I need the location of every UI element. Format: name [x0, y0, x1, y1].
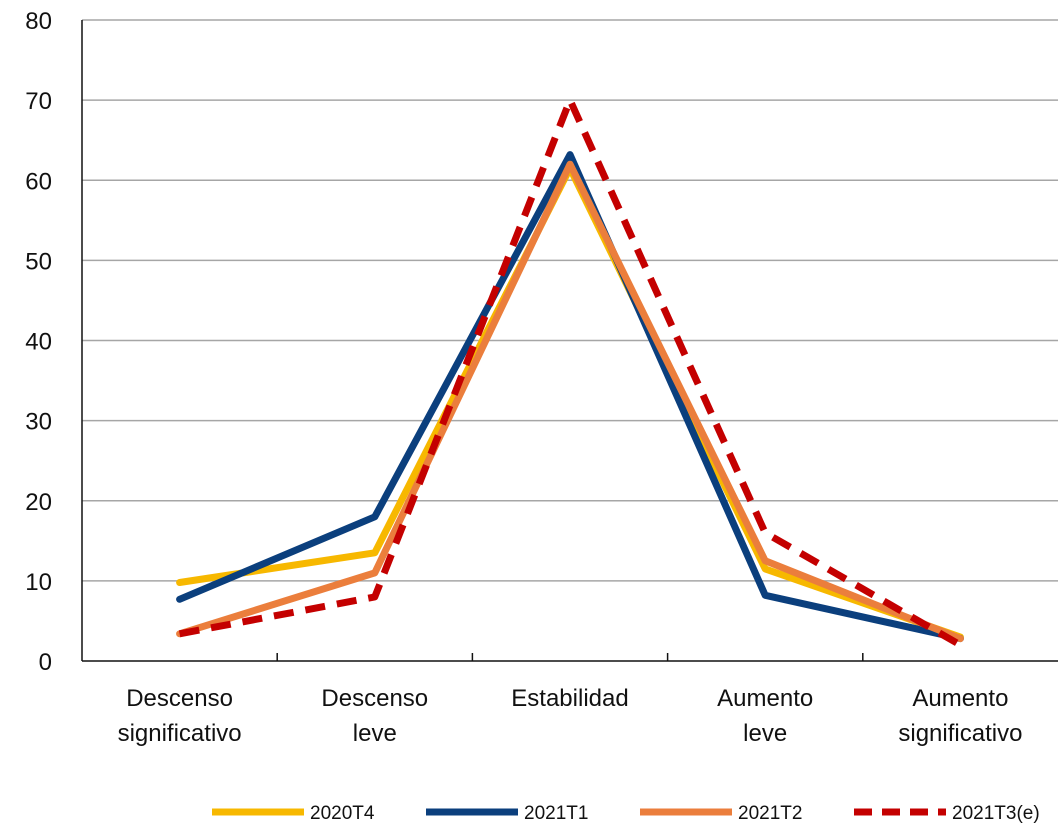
x-tick-label: Descenso leve — [321, 685, 428, 747]
legend: 2020T4 2021T1 2021T2 2021T3(e) — [212, 803, 1040, 824]
y-tick-label: 80 — [25, 8, 52, 35]
legend-label: 2021T3(e) — [952, 803, 1040, 824]
y-tick-label: 10 — [25, 569, 52, 596]
x-tick-label: Descenso significativo — [118, 685, 242, 747]
series-line-2021t1 — [176, 151, 964, 643]
series-lines — [176, 96, 964, 649]
x-axis-ticks: Descenso significativo Descenso leve Estabil… — [118, 685, 1023, 747]
series-line-2021t2 — [176, 160, 964, 643]
y-axis-ticks: 0 10 20 30 40 50 60 70 80 — [25, 8, 52, 676]
legend-label: 2020T4 — [310, 803, 375, 824]
y-tick-label: 0 — [39, 649, 52, 676]
x-tick-label: Aumento significativo — [898, 685, 1022, 747]
y-tick-label: 60 — [25, 168, 52, 195]
y-tick-label: 70 — [25, 88, 52, 115]
series-line-2021t3-e — [178, 96, 963, 649]
gridlines — [82, 19, 1058, 582]
y-tick-label: 40 — [25, 329, 52, 356]
x-tick-label: Estabilidad — [511, 685, 628, 712]
y-tick-label: 50 — [25, 248, 52, 275]
y-tick-label: 30 — [25, 409, 52, 436]
legend-label: 2021T2 — [738, 803, 802, 824]
x-tick-label: Aumento leve — [717, 685, 813, 747]
legend-label: 2021T1 — [524, 803, 588, 824]
y-tick-label: 20 — [25, 489, 52, 516]
series-line-2020t4 — [176, 164, 964, 641]
axes — [81, 20, 1058, 662]
